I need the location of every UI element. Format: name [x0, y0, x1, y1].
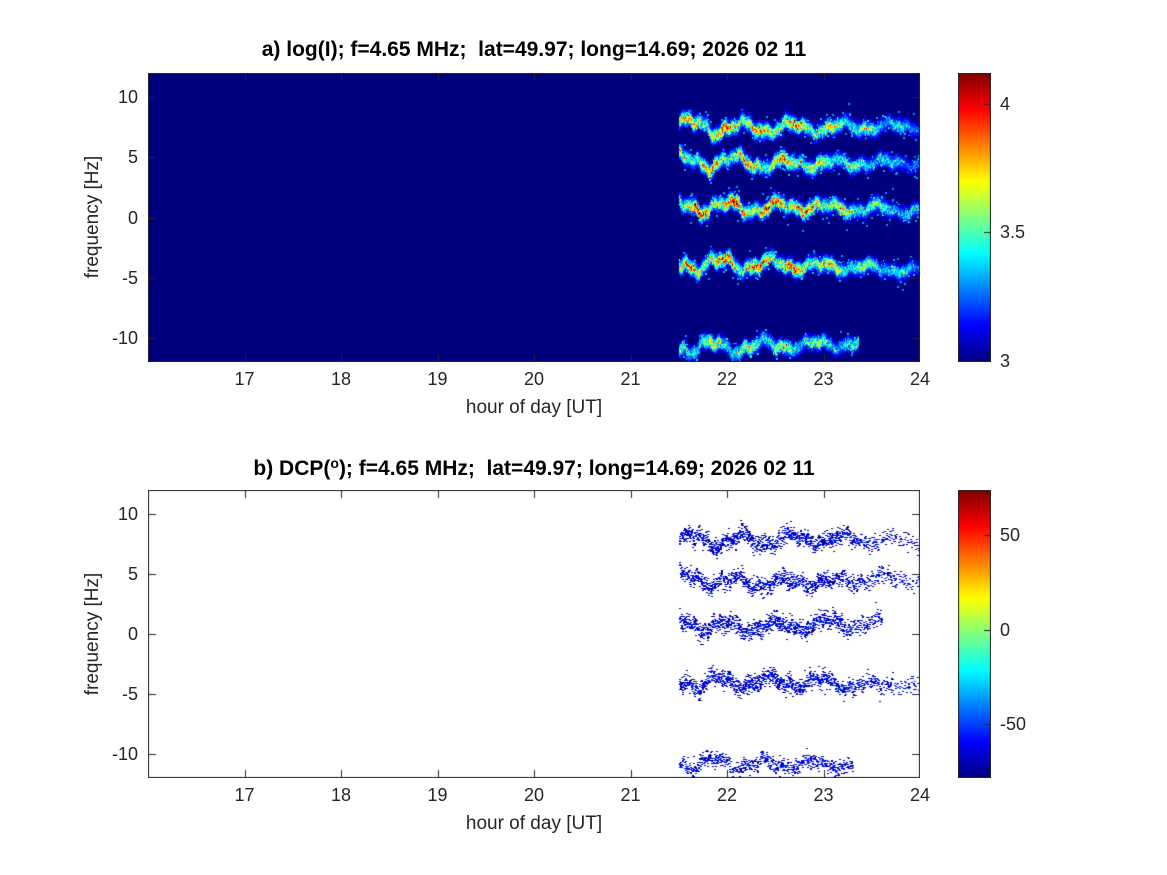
x-tick-label: 23	[813, 785, 834, 805]
panel-b-title-prefix: b) DCP(	[253, 457, 331, 480]
panel-b-title-degree-sup: o	[330, 455, 339, 471]
x-tick-label: 19	[427, 369, 448, 389]
x-tick-label: 21	[620, 785, 641, 805]
x-tick-label: 18	[330, 785, 352, 805]
colorbar-tick-label: 3.5	[1000, 222, 1026, 243]
x-tick-label: 20	[523, 785, 545, 805]
panel-b-xlabel: hour of day [UT]	[465, 813, 603, 834]
x-tick-label: 17	[234, 369, 255, 389]
x-tick-label: 24	[909, 785, 931, 805]
colorbar-tick-label: 0	[1000, 619, 1011, 640]
x-tick-label: 17	[234, 785, 255, 805]
x-tick-label: 21	[620, 369, 641, 389]
colorbar-tick-label: 50	[1000, 525, 1021, 546]
panel-b-colorbar	[958, 490, 991, 778]
panel-a-colorbar	[958, 73, 991, 362]
panel-a-heatmap	[148, 73, 920, 362]
y-tick-label: -10	[111, 744, 138, 764]
panel-b-heatmap	[148, 490, 920, 778]
colorbar-tick-label: -50	[1000, 714, 1027, 735]
y-tick-label: 0	[127, 624, 138, 644]
y-tick-label: -5	[121, 267, 138, 288]
x-tick-label: 19	[427, 785, 448, 805]
y-tick-label: -10	[111, 327, 138, 348]
x-tick-label: 18	[330, 369, 352, 389]
panel-a-title: a) log(I); f=4.65 MHz; lat=49.97; long=1…	[261, 38, 807, 61]
y-tick-label: -5	[121, 684, 138, 704]
y-tick-label: 10	[117, 87, 138, 108]
x-tick-label: 22	[716, 369, 738, 389]
colorbar-tick-label: 3	[1000, 351, 1011, 371]
panel-b-title: b) DCP(o); f=4.65 MHz; lat=49.97; long=1…	[148, 455, 920, 481]
x-tick-label: 24	[909, 369, 931, 389]
x-tick-label: 23	[813, 369, 834, 389]
colorbar-tick-label: 4	[1000, 93, 1011, 114]
y-tick-label: 5	[127, 564, 138, 584]
y-tick-label: 5	[127, 147, 138, 168]
y-tick-label: 10	[117, 504, 138, 524]
panel-a-xlabel: hour of day [UT]	[465, 397, 603, 418]
x-tick-label: 22	[716, 785, 738, 805]
panel-b-title-suffix: ); f=4.65 MHz; lat=49.97; long=14.69; 20…	[338, 457, 815, 480]
x-tick-label: 20	[523, 369, 545, 389]
y-tick-label: 0	[127, 207, 138, 228]
